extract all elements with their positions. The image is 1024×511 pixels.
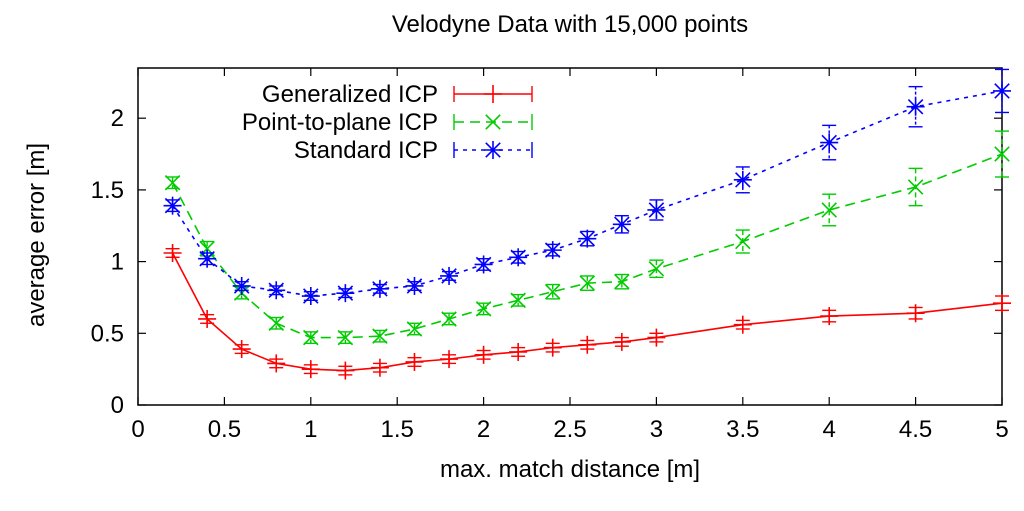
- legend-entry: Standard ICP: [294, 137, 533, 164]
- data-point: [303, 329, 319, 346]
- data-point: [906, 304, 925, 323]
- x-tick-label: 2.5: [553, 416, 586, 443]
- data-point: [301, 287, 320, 306]
- data-point: [370, 358, 389, 377]
- legend-label: Standard ICP: [294, 137, 438, 164]
- y-tick-label: 2: [111, 105, 124, 132]
- data-point: [907, 167, 924, 207]
- x-tick-label: 3: [650, 416, 663, 443]
- data-point: [336, 284, 355, 303]
- data-point: [163, 243, 182, 262]
- x-tick-label: 3.5: [726, 416, 759, 443]
- y-tick-label: 0: [111, 392, 124, 419]
- x-tick-label: 2: [477, 416, 490, 443]
- data-point: [612, 332, 631, 351]
- data-point: [405, 352, 424, 371]
- data-point: [647, 328, 666, 347]
- x-tick-label: 1: [304, 416, 317, 443]
- data-point: [336, 361, 355, 380]
- data-point: [647, 199, 666, 221]
- data-point: [614, 273, 630, 290]
- data-point: [372, 328, 388, 344]
- data-point: [301, 360, 320, 379]
- data-point: [198, 309, 217, 328]
- data-point: [370, 279, 389, 298]
- data-point: [612, 215, 631, 234]
- series-generalized-icp: [163, 243, 1011, 380]
- data-point: [268, 315, 285, 332]
- data-point: [648, 259, 665, 279]
- data-point: [509, 342, 528, 361]
- x-axis-label: max. match distance [m]: [440, 456, 700, 483]
- data-point: [906, 85, 925, 128]
- x-tick-label: 5: [995, 416, 1008, 443]
- data-point: [267, 354, 286, 373]
- data-point: [232, 276, 251, 295]
- data-point: [474, 345, 493, 364]
- y-tick-label: 1: [111, 249, 124, 276]
- legend-label: Generalized ICP: [262, 81, 438, 108]
- data-point: [735, 229, 751, 254]
- x-tick-label: 0: [131, 416, 144, 443]
- data-point: [993, 68, 1011, 114]
- data-point: [821, 193, 837, 227]
- data-point: [543, 338, 562, 357]
- data-point: [544, 283, 561, 300]
- x-tick-label: 4.5: [899, 416, 932, 443]
- data-point: [337, 329, 354, 346]
- chart-title: Velodyne Data with 15,000 points: [392, 11, 748, 38]
- data-point: [578, 335, 597, 354]
- data-point: [440, 266, 459, 285]
- data-point: [406, 321, 423, 337]
- data-point: [994, 130, 1010, 178]
- data-point: [198, 249, 217, 268]
- data-point: [441, 311, 457, 327]
- y-tick-label: 0.5: [91, 320, 124, 347]
- data-point: [820, 124, 839, 161]
- data-point: [164, 174, 181, 191]
- data-point: [733, 166, 752, 194]
- data-point: [578, 229, 597, 248]
- data-point: [543, 241, 562, 260]
- x-tick-label: 4: [823, 416, 836, 443]
- x-tick-label: 1.5: [381, 416, 414, 443]
- data-point: [510, 292, 526, 309]
- data-point: [509, 248, 528, 267]
- legend-label: Point-to-plane ICP: [242, 109, 438, 136]
- data-point: [993, 294, 1011, 313]
- data-point: [405, 276, 424, 295]
- y-tick-label: 1.5: [91, 177, 124, 204]
- data-point: [267, 281, 286, 300]
- data-point: [733, 315, 752, 334]
- series-standard-icp: [163, 68, 1011, 306]
- data-point: [475, 301, 492, 317]
- data-point: [163, 196, 182, 215]
- data-point: [474, 255, 493, 274]
- data-point: [579, 275, 596, 291]
- legend-entry: Point-to-plane ICP: [242, 109, 533, 136]
- legend-entry: Generalized ICP: [262, 81, 533, 108]
- x-tick-label: 0.5: [208, 416, 241, 443]
- data-point: [440, 350, 459, 369]
- data-point: [232, 340, 251, 359]
- y-axis-label: average error [m]: [23, 143, 50, 327]
- data-point: [820, 307, 839, 326]
